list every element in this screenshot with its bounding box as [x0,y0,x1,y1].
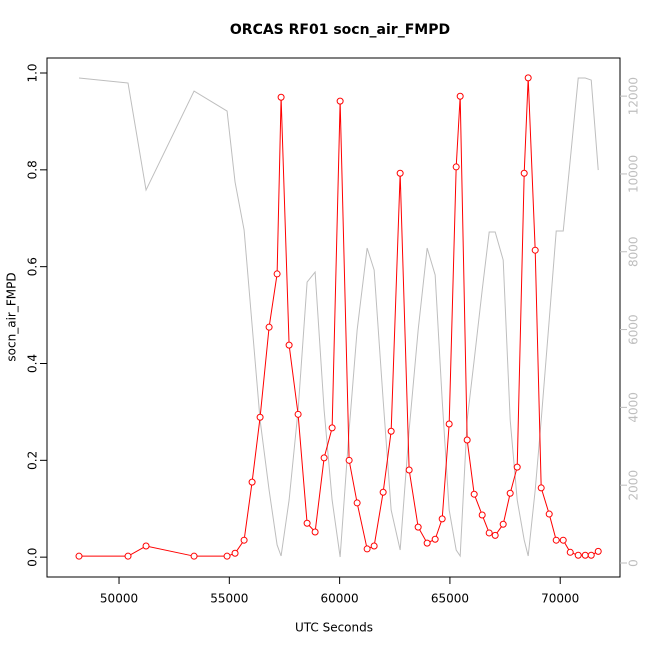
data-point [231,549,239,557]
data-point [456,92,464,100]
data-point [336,97,344,105]
data-point [485,529,493,537]
data-point [478,511,486,519]
data-point [506,489,514,497]
y-tick-label: 0.0 [26,548,40,567]
data-point [499,520,507,528]
data-point [438,515,446,523]
data-point [491,531,499,539]
y-tick-label: 0.8 [26,160,40,179]
data-point [405,466,413,474]
x-tick-label: 55000 [210,592,248,606]
data-point [470,490,478,498]
data-point [285,341,293,349]
data-point [294,410,302,418]
x-axis-label: UTC Seconds [295,621,373,635]
data-point [566,548,574,556]
y2-tick-label: 12000 [627,77,641,115]
x-tick-label: 60000 [321,592,359,606]
data-point [363,545,371,553]
y-axis-label: socn_air_FMPD [5,272,19,361]
x-tick-label: 70000 [541,592,579,606]
data-point [587,551,595,559]
data-point [445,420,453,428]
data-point [328,424,336,432]
data-point [379,488,387,496]
y-tick-label: 0.2 [26,451,40,470]
data-point [423,539,431,547]
y2-tick-label: 6000 [627,314,641,345]
data-point [142,542,150,550]
data-point [320,454,328,462]
data-point [414,523,422,531]
data-point [545,510,553,518]
data-point [552,536,560,544]
y2-tick-label: 4000 [627,392,641,423]
data-point [256,413,264,421]
data-point [124,552,132,560]
series-line [79,77,599,557]
y2-tick-label: 2000 [627,470,641,501]
y-tick-label: 0.6 [26,257,40,276]
data-point [387,427,395,435]
x-tick-label: 65000 [431,592,469,606]
data-point [248,478,256,486]
data-point [559,536,567,544]
data-point [431,535,439,543]
y2-tick-label: 8000 [627,236,641,267]
y2-tick-label: 0 [627,559,641,567]
data-point [353,499,361,507]
x-tick-label: 50000 [100,592,138,606]
data-point [520,169,528,177]
y-tick-label: 0.4 [26,354,40,373]
data-point [396,169,404,177]
data-point [524,74,532,82]
data-point [452,163,460,171]
data-point [277,93,285,101]
data-point [531,246,539,254]
y-tick-label: 1.0 [26,63,40,82]
data-point [273,270,281,278]
data-point [303,519,311,527]
data-point [574,551,582,559]
data-point [265,323,273,331]
data-point [345,456,353,464]
data-point [537,484,545,492]
data-point [190,552,198,560]
data-point [581,551,589,559]
data-point [370,542,378,550]
data-point [463,436,471,444]
series-line [78,77,599,558]
chart-title: ORCAS RF01 socn_air_FMPD [230,22,450,38]
data-point [311,528,319,536]
data-point [240,536,248,544]
data-point [513,463,521,471]
y2-tick-label: 10000 [627,155,641,193]
data-point [223,552,231,560]
data-point [594,547,602,555]
plot-frame [46,57,621,578]
data-point [75,552,83,560]
